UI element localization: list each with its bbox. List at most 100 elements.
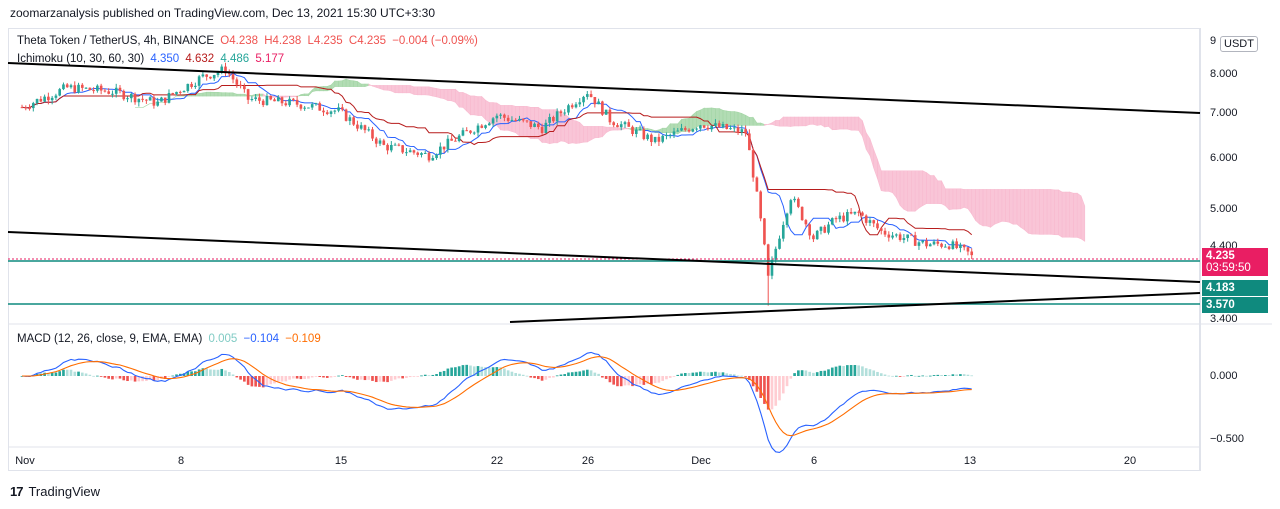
cloud-segment	[888, 170, 893, 194]
span-a-value: 4.486	[220, 53, 250, 65]
candle-body	[563, 112, 567, 114]
cloud-segment	[1065, 191, 1071, 238]
candle-body	[555, 111, 559, 122]
macd-hist-bar	[812, 372, 815, 376]
cloud-segment	[368, 83, 373, 87]
candle-body	[148, 97, 152, 101]
candle-body	[518, 118, 521, 121]
macd-hist-bar	[940, 375, 943, 376]
cloud-segment	[794, 116, 799, 127]
candle-body	[627, 122, 631, 127]
price-axis[interactable]	[1200, 28, 1273, 471]
macd-hist-bar	[209, 369, 212, 376]
cloud-segment	[326, 84, 332, 92]
cloud-segment	[771, 119, 777, 126]
candle-body	[171, 92, 175, 95]
ohlc-open: O4.238	[220, 35, 259, 47]
candle-body	[849, 212, 853, 214]
cloud-segment	[477, 96, 483, 116]
cloud-segment	[941, 180, 946, 207]
macd-hist-bar	[631, 376, 634, 387]
symbol-title: Theta Token / TetherUS, 4h, BINANCE	[17, 35, 215, 47]
macd-hist-bar	[96, 375, 99, 377]
cloud-segment	[334, 80, 339, 87]
macd-hist-bar	[785, 376, 789, 387]
macd-hist-bar	[371, 376, 374, 381]
cloud-segment	[971, 189, 976, 222]
macd-hist-bar	[390, 376, 393, 381]
chart-area[interactable]	[8, 28, 1200, 471]
cloud-segment	[948, 188, 954, 211]
macd-hist-bar	[427, 375, 431, 377]
cloud-segment	[300, 93, 305, 97]
cloud-segment	[1046, 189, 1052, 235]
candle-body	[800, 206, 804, 221]
macd-hist-bar	[857, 365, 860, 376]
macd-hist-bar	[646, 376, 649, 385]
macd-hist-bar	[99, 376, 103, 377]
candle-body	[439, 146, 442, 155]
candle-body	[28, 108, 31, 110]
tenkan-value: 4.350	[150, 53, 180, 65]
candle-body	[224, 66, 227, 74]
macd-hist-bar	[499, 367, 502, 376]
time-tick-label: 6	[811, 455, 817, 467]
span-b-value: 5.177	[255, 53, 285, 65]
macd-hist-bar	[156, 376, 159, 381]
macd-hist-bar	[687, 373, 691, 376]
macd-hist-bar	[872, 370, 876, 376]
ichimoku-cloud	[135, 78, 1086, 242]
macd-hist-bar	[717, 372, 721, 376]
cloud-segment	[481, 95, 486, 121]
candle-body	[702, 125, 706, 128]
macd-hist-bar	[503, 368, 506, 376]
cloud-segment	[975, 189, 980, 225]
macd-hist-bar	[510, 371, 514, 376]
candle-body	[789, 200, 793, 214]
cloud-segment	[406, 85, 411, 94]
candle-body	[751, 150, 755, 178]
candle-body	[921, 240, 925, 243]
macd-hist-bar	[69, 369, 73, 376]
candle-body	[446, 138, 450, 150]
candle-body	[676, 130, 680, 132]
cloud-segment	[583, 126, 588, 143]
macd-hist-bar	[231, 374, 235, 376]
candle-body	[604, 109, 608, 115]
currency-badge[interactable]: USDT	[1220, 36, 1258, 52]
macd-hist-bar	[951, 374, 955, 376]
macd-hist-bar	[137, 376, 141, 382]
macd-hist-bar	[808, 371, 811, 376]
macd-hist-bar	[800, 370, 804, 376]
cloud-segment	[922, 170, 927, 207]
cloud-segment	[466, 93, 471, 116]
candle-body	[454, 140, 457, 142]
candle-body	[333, 110, 337, 112]
cloud-segment	[1035, 189, 1040, 235]
candle-body	[382, 140, 386, 145]
candle-body	[352, 117, 355, 125]
candle-body	[220, 66, 224, 73]
candle-body	[212, 74, 216, 79]
trendlines	[7, 62, 1201, 323]
candle-body	[129, 93, 133, 99]
cloud-segment	[1069, 191, 1074, 238]
macd-hist-bar	[570, 372, 574, 376]
macd-hist-bar	[416, 376, 420, 377]
cloud-segment	[997, 189, 1003, 224]
macd-hist-bar	[152, 376, 156, 381]
candle-body	[461, 130, 465, 136]
tradingview-logo[interactable]: 17 TradingView	[10, 484, 100, 499]
cloud-segment	[451, 88, 456, 103]
macd-hist-bar	[804, 370, 808, 376]
macd-hist-bar	[619, 376, 623, 387]
candle-body	[634, 129, 638, 134]
candle-body	[533, 123, 536, 128]
candle-body	[145, 99, 148, 101]
candle-body	[480, 125, 484, 128]
macd-hist-bar	[706, 372, 710, 376]
candle-body	[209, 76, 212, 79]
cloud-segment	[345, 78, 351, 87]
time-tick-label: 22	[491, 455, 503, 467]
